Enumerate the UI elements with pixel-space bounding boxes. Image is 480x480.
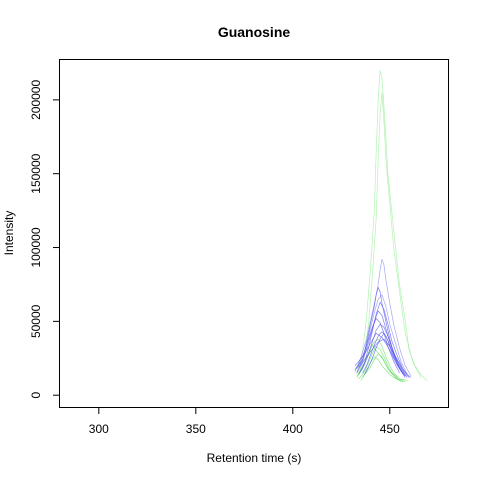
y-tick-label: 50000: [29, 304, 43, 338]
x-tick-label: 350: [186, 422, 206, 436]
trace-8: [354, 258, 412, 377]
trace-17: [358, 338, 412, 378]
trace-11: [358, 301, 410, 378]
y-tick-label: 0: [29, 392, 43, 399]
chromatogram-traces: [354, 69, 427, 383]
x-tick-label: 300: [89, 422, 109, 436]
y-axis-label: Intensity: [2, 211, 16, 256]
trace-15: [362, 331, 406, 377]
trace-12: [354, 318, 400, 374]
trace-18: [364, 332, 404, 375]
plot-frame: [59, 59, 449, 408]
y-tick-label: 150000: [29, 153, 43, 193]
y-axis: 0 50000 100000 150000 200000: [29, 80, 60, 399]
trace-7: [362, 356, 400, 381]
trace-2: [358, 92, 422, 378]
x-axis-label: Retention time (s): [207, 451, 302, 465]
x-tick-label: 450: [380, 422, 400, 436]
x-axis: 300 350 400 450: [89, 407, 400, 436]
x-tick-label: 400: [283, 422, 303, 436]
trace-9: [356, 294, 408, 375]
y-tick-label: 200000: [29, 80, 43, 120]
chart-title: Guanosine: [218, 24, 291, 40]
trace-4: [358, 346, 404, 383]
y-tick-label: 100000: [29, 227, 43, 267]
